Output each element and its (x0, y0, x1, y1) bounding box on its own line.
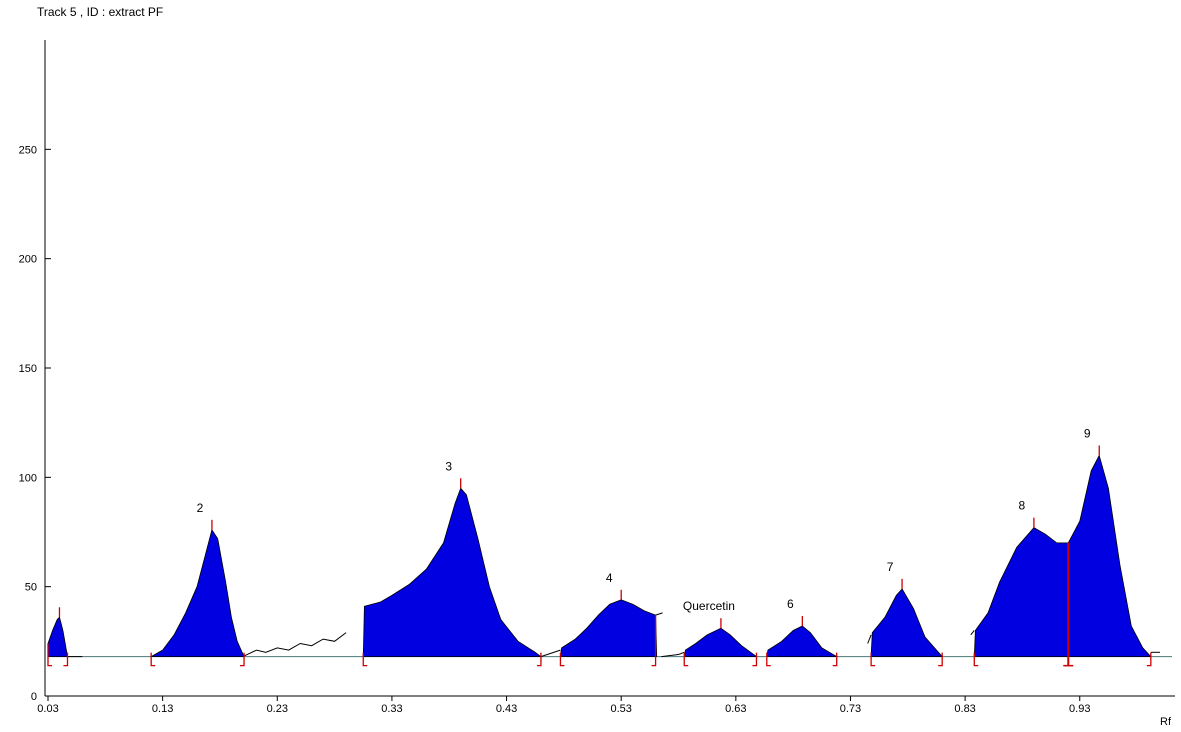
x-tick-label: 0.33 (381, 703, 402, 715)
peak-label: 4 (606, 571, 613, 585)
y-tick-label: 250 (19, 144, 37, 156)
x-ticks: 0.03 0.13 0.23 0.33 0.43 0.53 0.63 0.73 0.83 0.93 (37, 696, 1090, 715)
peak-area (362, 487, 543, 657)
y-tick-label: 0 (31, 691, 37, 703)
noise-trace (655, 612, 663, 616)
x-tick-label: 0.93 (1069, 703, 1090, 715)
x-tick-label: 0.63 (725, 703, 746, 715)
peak-label: 2 (197, 501, 204, 515)
peak-area (559, 599, 658, 657)
peak-boundary-marker (63, 652, 69, 667)
y-tick-label: 150 (19, 363, 37, 375)
peak-label: Quercetin (683, 599, 735, 613)
peak-label: 6 (787, 597, 794, 611)
x-axis-label: Rf (1160, 716, 1172, 728)
peak-boundary-marker (870, 652, 876, 667)
peaks: 2 3 4 Quercetin 6 7 8 9 (47, 426, 1152, 667)
noise-trace (970, 630, 975, 636)
x-tick-label: 0.73 (840, 703, 861, 715)
peak-boundary-marker (150, 652, 156, 667)
peak-boundary-marker (651, 615, 657, 667)
peak-boundary-marker (559, 652, 565, 667)
x-tick-label: 0.23 (267, 703, 288, 715)
noise-trace (661, 651, 685, 658)
peak-boundary-marker (683, 652, 689, 667)
noise-trace (540, 649, 561, 658)
peak-boundary-marker (536, 652, 542, 667)
baseline-noise (67, 612, 1160, 658)
peak-area (973, 527, 1069, 657)
noise-trace (867, 634, 872, 644)
peak-boundary-marker (47, 643, 52, 667)
x-tick-label: 0.13 (152, 703, 173, 715)
peak-boundary-marker (362, 652, 368, 667)
y-ticks: 0 50 100 150 200 250 (19, 144, 51, 703)
peak-boundary-marker (1146, 652, 1152, 667)
peak-boundary-marker (938, 652, 943, 667)
x-tick-label: 0.43 (496, 703, 517, 715)
peak-area (1067, 454, 1152, 657)
peak-label: 3 (445, 459, 452, 473)
peak-area (683, 627, 758, 657)
peak-boundary-marker (973, 652, 979, 667)
x-tick-label: 0.53 (610, 703, 631, 715)
peak-boundary-marker (240, 652, 245, 667)
x-tick-label: 0.83 (954, 703, 975, 715)
peak-label: 9 (1084, 426, 1091, 440)
peak-area (47, 616, 68, 657)
y-tick-label: 200 (19, 254, 37, 266)
peak-label: 7 (887, 560, 894, 574)
peak-boundary-marker (766, 652, 771, 667)
peak-area (766, 625, 839, 657)
peak-boundary-marker (752, 652, 758, 667)
x-tick-label: 0.03 (37, 703, 58, 715)
peak-area (149, 528, 245, 657)
page-title: Track 5 , ID : extract PF (37, 5, 164, 19)
y-tick-label: 100 (19, 472, 37, 484)
peak-area (870, 588, 944, 657)
noise-trace (242, 632, 347, 658)
peak-boundary-marker (832, 652, 838, 667)
y-tick-label: 50 (25, 582, 37, 594)
peak-label: 8 (1019, 499, 1026, 513)
